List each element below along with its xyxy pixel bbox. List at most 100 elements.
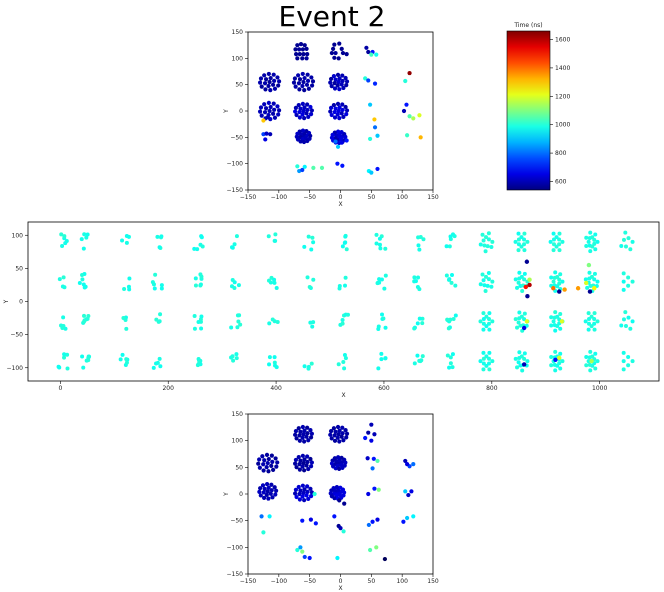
data-point xyxy=(265,115,270,120)
x-tick-label: 100 xyxy=(396,578,408,585)
x-tick-label: −100 xyxy=(271,194,288,201)
data-point xyxy=(274,464,279,469)
data-point xyxy=(630,239,635,244)
data-point xyxy=(342,366,347,371)
data-point xyxy=(296,81,302,86)
data-point xyxy=(266,456,271,462)
data-point xyxy=(344,435,349,440)
data-point xyxy=(626,363,631,368)
data-point xyxy=(621,279,626,284)
data-point xyxy=(551,242,556,247)
data-point xyxy=(522,242,527,247)
data-point xyxy=(525,294,530,299)
data-point xyxy=(304,434,309,439)
data-point xyxy=(551,231,556,236)
data-point xyxy=(363,76,368,81)
data-point xyxy=(553,368,558,373)
data-point xyxy=(272,107,277,112)
data-point xyxy=(120,352,125,357)
data-point xyxy=(593,232,598,237)
data-point xyxy=(199,314,204,319)
data-point xyxy=(380,312,385,317)
data-point xyxy=(447,365,452,370)
data-point xyxy=(377,277,382,282)
data-point xyxy=(296,102,301,108)
x-tick-label: −150 xyxy=(240,578,257,585)
data-point xyxy=(377,280,382,285)
data-point xyxy=(407,70,412,76)
data-point xyxy=(332,514,337,519)
data-point xyxy=(267,79,272,85)
data-point xyxy=(153,272,158,277)
data-point xyxy=(273,456,278,461)
data-point xyxy=(490,359,495,364)
data-point xyxy=(298,139,303,144)
data-point xyxy=(558,366,563,371)
data-point xyxy=(444,273,449,278)
data-point xyxy=(264,452,270,457)
data-point xyxy=(370,519,375,524)
data-point xyxy=(449,280,454,285)
data-point xyxy=(340,244,345,249)
colorbar-title: Time (ns) xyxy=(513,22,542,29)
data-point xyxy=(333,429,338,434)
colorbar-tick-label: 1000 xyxy=(555,122,570,129)
data-point xyxy=(305,454,310,459)
data-point xyxy=(374,545,379,550)
data-point xyxy=(272,238,277,243)
data-point xyxy=(417,316,422,321)
data-point xyxy=(412,361,417,366)
data-point xyxy=(269,488,274,493)
data-point xyxy=(372,432,377,437)
data-point xyxy=(268,491,273,496)
data-point xyxy=(552,315,557,320)
data-point xyxy=(270,82,276,87)
data-point xyxy=(379,357,384,362)
data-point xyxy=(305,102,310,107)
y-tick-label: −100 xyxy=(227,544,244,551)
data-point xyxy=(293,432,298,437)
data-point xyxy=(297,462,302,467)
colorbar: Time (ns) 1600 1400 1200 1000 800 600 xyxy=(506,22,570,191)
data-point xyxy=(621,359,626,364)
data-point xyxy=(420,321,425,326)
data-point xyxy=(151,365,156,370)
data-point xyxy=(262,73,267,78)
x-tick-label: 150 xyxy=(427,194,439,201)
data-point xyxy=(122,287,127,292)
data-point xyxy=(575,286,581,291)
data-point xyxy=(300,435,305,440)
data-point xyxy=(592,271,597,276)
data-point xyxy=(339,434,344,439)
data-point xyxy=(342,283,347,288)
data-point xyxy=(478,359,483,364)
data-point xyxy=(551,237,556,242)
data-point xyxy=(527,277,532,282)
data-point xyxy=(159,234,164,239)
data-point xyxy=(192,326,197,331)
data-point xyxy=(376,487,381,492)
data-point xyxy=(328,109,333,114)
data-point xyxy=(377,236,382,241)
data-point xyxy=(304,493,309,498)
data-point xyxy=(84,235,89,240)
data-point xyxy=(486,361,491,366)
data-point xyxy=(234,356,239,361)
data-point xyxy=(336,455,341,460)
data-point xyxy=(124,360,129,365)
data-point xyxy=(487,311,492,316)
data-point xyxy=(82,313,87,318)
data-point xyxy=(328,429,334,434)
data-point xyxy=(341,85,346,91)
data-point xyxy=(294,112,299,118)
data-point xyxy=(337,439,342,444)
data-point xyxy=(300,483,305,488)
data-point xyxy=(522,271,527,276)
data-point xyxy=(307,555,312,561)
data-point xyxy=(300,112,305,117)
data-point xyxy=(513,277,518,282)
data-point xyxy=(258,76,264,81)
data-point xyxy=(447,244,452,249)
x-tick-label: −100 xyxy=(271,578,288,585)
data-point xyxy=(297,438,302,443)
